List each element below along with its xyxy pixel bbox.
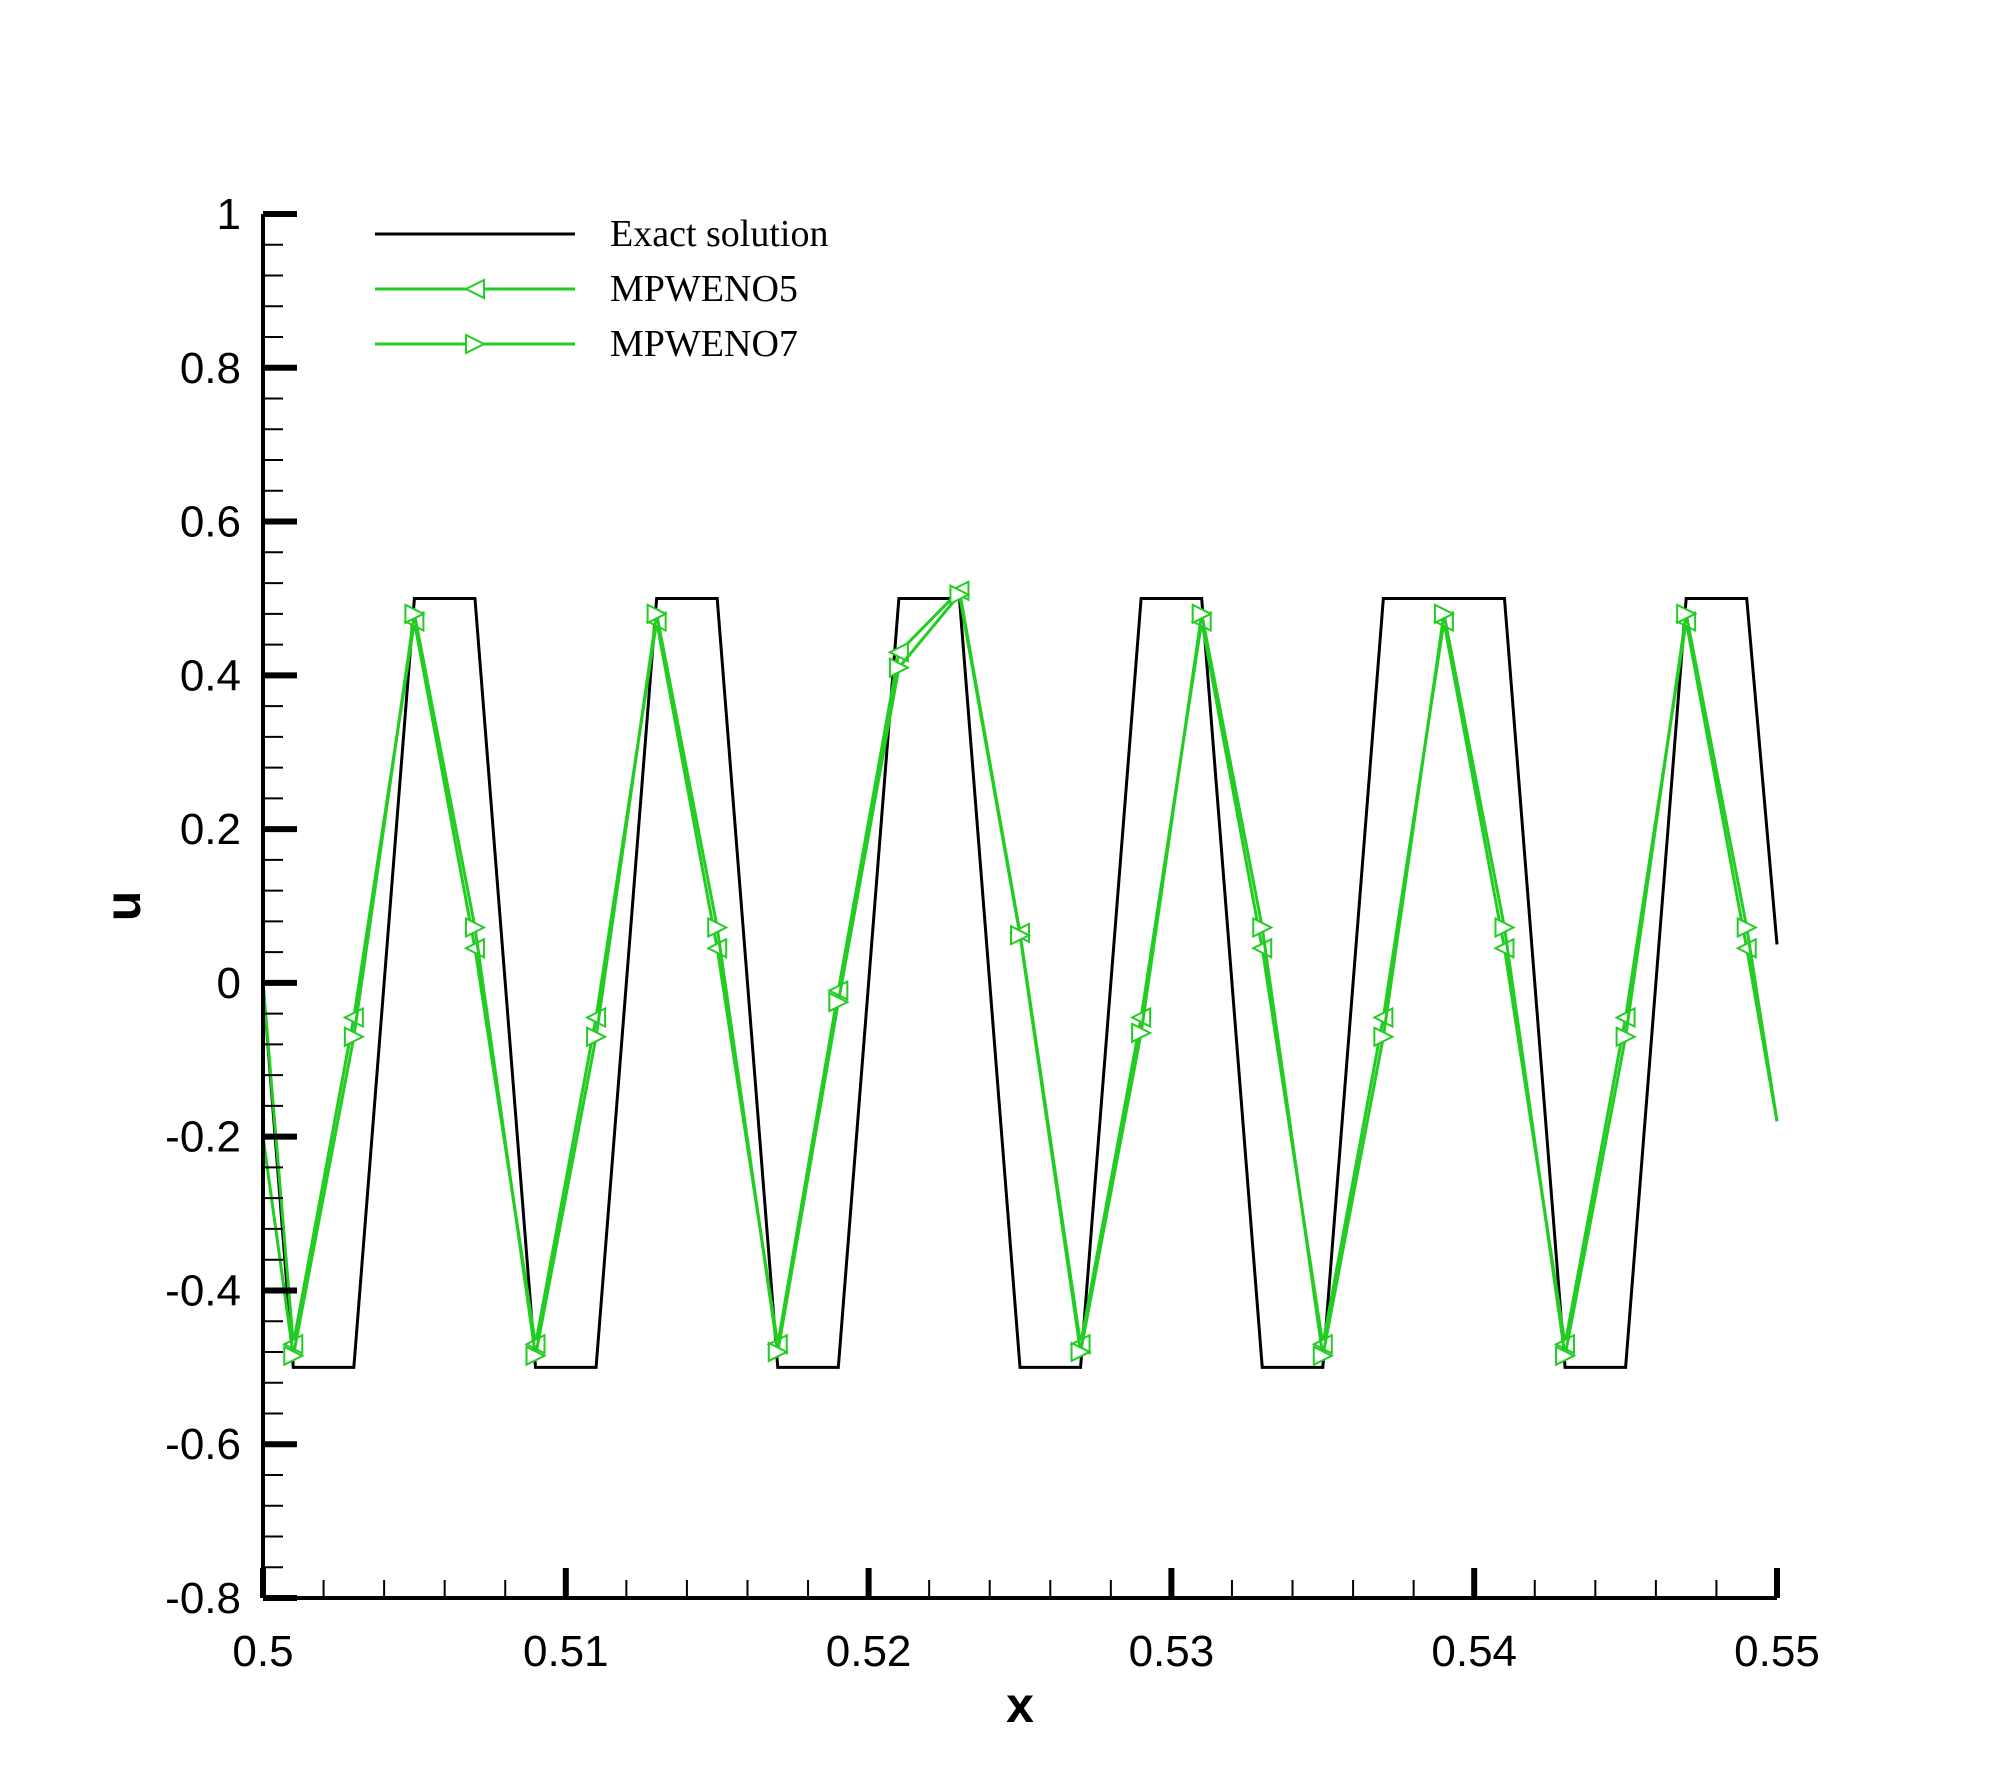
data-point bbox=[1736, 916, 1758, 939]
data-point bbox=[1555, 1345, 1577, 1367]
data-point bbox=[1131, 1022, 1153, 1044]
series-1 bbox=[261, 596, 1779, 1369]
y-tick-label: -0.8 bbox=[165, 1574, 241, 1623]
y-ticks bbox=[263, 211, 297, 1601]
data-point bbox=[1252, 916, 1274, 939]
data-point bbox=[887, 641, 909, 663]
data-point bbox=[1129, 1006, 1152, 1029]
data-point bbox=[1433, 603, 1456, 625]
x-tick-label: 0.51 bbox=[523, 1627, 609, 1676]
data-point bbox=[1494, 916, 1516, 939]
x-tick-label: 0.53 bbox=[1129, 1627, 1215, 1676]
y-tick-label: 0 bbox=[217, 959, 241, 1008]
data-point bbox=[888, 657, 911, 679]
data-point bbox=[404, 603, 426, 625]
y-tick-label: 0.8 bbox=[180, 344, 241, 393]
legend-label: Exact solution bbox=[610, 213, 828, 255]
data-point bbox=[707, 916, 729, 939]
series-3 bbox=[261, 583, 1779, 1367]
data-point bbox=[1615, 1026, 1637, 1048]
plot-series bbox=[261, 580, 1779, 1369]
data-point bbox=[1010, 924, 1032, 946]
x-tick-label: 0.52 bbox=[826, 1627, 912, 1676]
data-point bbox=[1070, 1341, 1092, 1363]
y-tick-label: 1 bbox=[217, 190, 241, 239]
x-axis-title: x bbox=[1006, 1677, 1034, 1733]
data-point bbox=[586, 1026, 608, 1048]
y-tick-label: 0.4 bbox=[180, 651, 241, 700]
series-2 bbox=[261, 580, 1779, 1355]
y-tick-labels: -0.8 -0.6 -0.4 -0.2 0 0.2 0.4 0.6 0.8 1 bbox=[165, 190, 241, 1623]
data-point bbox=[1191, 603, 1213, 625]
x-ticks bbox=[260, 1568, 1780, 1598]
data-point bbox=[1373, 1026, 1395, 1048]
legend-label: MPWENO7 bbox=[610, 323, 798, 365]
data-point bbox=[646, 603, 668, 625]
x-tick-label: 0.54 bbox=[1431, 1627, 1517, 1676]
data-point bbox=[1676, 603, 1698, 625]
data-point bbox=[949, 583, 971, 606]
y-tick-label: -0.4 bbox=[165, 1266, 241, 1315]
x-tick-labels: 0.5 0.51 0.52 0.53 0.54 0.55 bbox=[232, 1627, 1819, 1676]
data-point bbox=[525, 1345, 547, 1367]
axes: 0.5 0.51 0.52 0.53 0.54 0.55 -0.8 -0.6 -0.4 -0.2… bbox=[165, 190, 1820, 1676]
legend-marker bbox=[463, 278, 485, 300]
y-tick-label: 0.2 bbox=[180, 805, 241, 854]
data-point bbox=[343, 1026, 366, 1048]
x-tick-label: 0.5 bbox=[232, 1627, 293, 1676]
data-point bbox=[464, 916, 487, 939]
x-tick-label: 0.55 bbox=[1734, 1627, 1820, 1676]
y-tick-label: -0.6 bbox=[165, 1420, 241, 1469]
legend: Exact solution MPWENO5 MPWENO7 bbox=[375, 213, 828, 365]
data-point bbox=[828, 991, 850, 1013]
legend-label: MPWENO5 bbox=[610, 268, 798, 310]
data-point bbox=[283, 1345, 305, 1367]
y-tick-label: 0.6 bbox=[180, 498, 241, 547]
y-axis-title: u bbox=[95, 891, 151, 922]
series-line bbox=[261, 591, 1779, 1357]
data-point bbox=[767, 1341, 789, 1363]
legend-marker bbox=[465, 333, 487, 355]
series-line bbox=[261, 596, 1779, 1369]
series-line bbox=[261, 587, 1779, 1345]
data-point bbox=[1312, 1345, 1335, 1367]
y-tick-label: -0.2 bbox=[165, 1113, 241, 1162]
